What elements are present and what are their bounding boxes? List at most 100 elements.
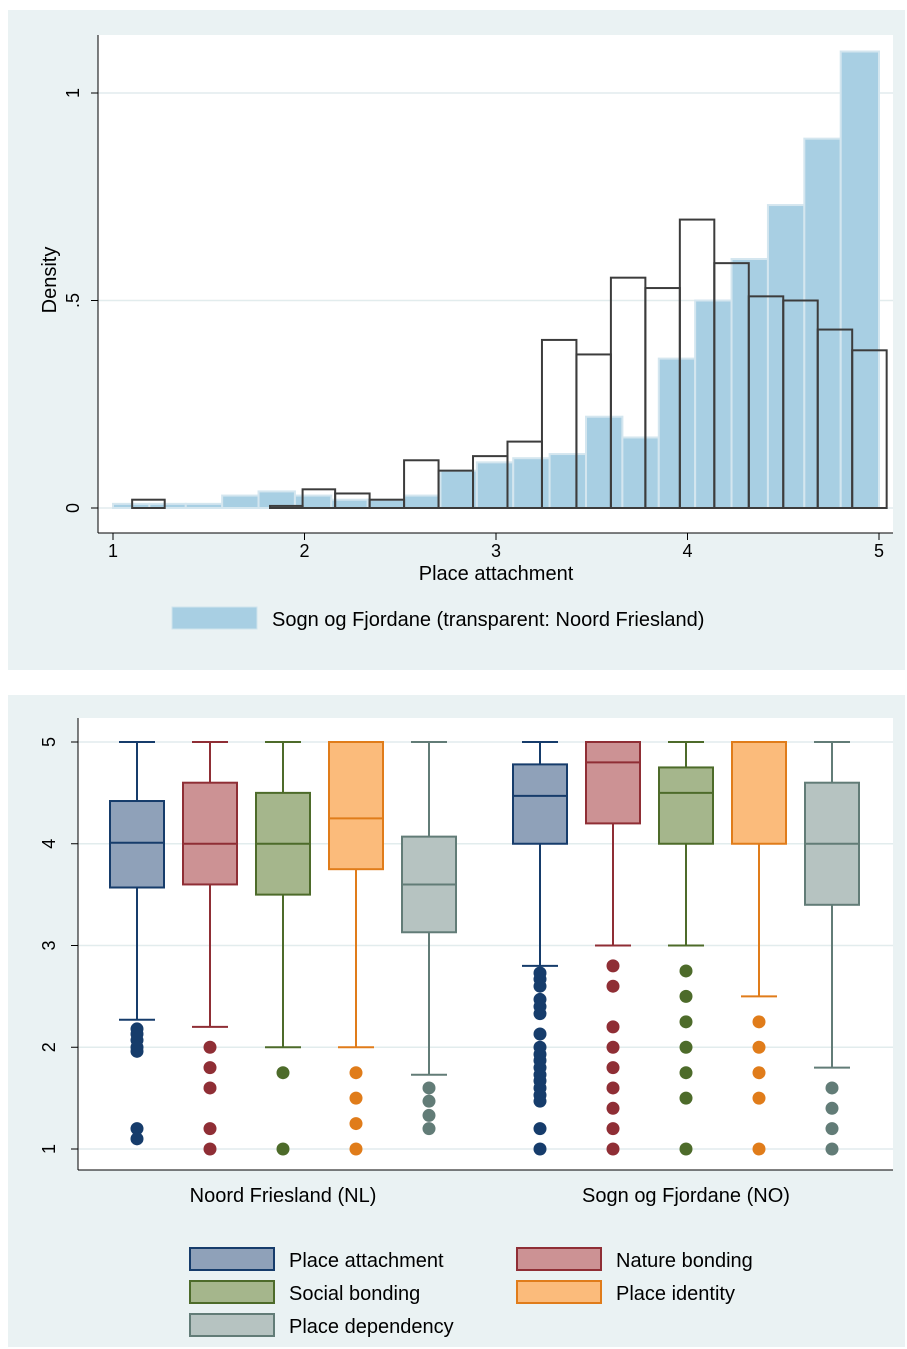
outlier-point [130, 1132, 144, 1146]
histogram-bar-noord-friesland-0 [131, 498, 166, 510]
box-1-place-dependency [804, 741, 860, 1156]
histogram-bar-sogn-og-fjordane-20 [839, 50, 881, 509]
boxplot-panel: Noord Friesland (NL) Sogn og Fjordane (NO… [8, 695, 905, 1347]
outlier-point [203, 1040, 217, 1054]
histogram-bar-sogn-og-fjordane-14 [621, 436, 660, 510]
outlier-point [606, 1122, 620, 1136]
histogram-panel: 1 2 3 4 5 0 .5 1 Place attachment Density Sogn … [8, 10, 905, 670]
outlier-point [422, 1094, 436, 1108]
outlier-point [203, 1061, 217, 1075]
outlier-point [606, 959, 620, 973]
histogram-outline-bars [131, 218, 888, 510]
histogram-bar-noord-friesland-18 [851, 349, 888, 509]
outlier-point [752, 1066, 766, 1080]
histogram-bar-sogn-og-fjordane-15 [657, 357, 697, 509]
outlier-point [533, 1027, 547, 1041]
box-0-place-dependency [401, 741, 457, 1136]
histogram-bar-sogn-og-fjordane-7 [366, 498, 406, 510]
box-0-nature-bonding [182, 741, 238, 1156]
outlier-point [679, 1040, 693, 1054]
box-1-social-bonding [658, 741, 714, 1156]
histogram-bar-sogn-og-fjordane-2 [184, 502, 224, 510]
box-iqr [182, 781, 238, 886]
outlier-point [203, 1122, 217, 1136]
histogram-x-tick-label: 1 [108, 541, 118, 561]
boxplot-legend-label: Nature bonding [616, 1250, 753, 1272]
boxplot-legend-item-place-identity: Place identity [516, 1280, 735, 1305]
outlier-point [349, 1091, 363, 1105]
outlier-point [752, 1040, 766, 1054]
boxplot-y-tick-label: 3 [39, 940, 59, 950]
box-1-place-identity [731, 741, 787, 1156]
boxplot-y-tick-label: 2 [39, 1042, 59, 1052]
histogram-bar-sogn-og-fjordane-11 [512, 457, 551, 510]
box-iqr [512, 763, 568, 845]
outlier-point [752, 1015, 766, 1029]
outlier-point [276, 1142, 290, 1156]
boxplot-legend-swatch [516, 1247, 602, 1271]
boxplot-y-tick-label: 4 [39, 839, 59, 849]
histogram-legend-swatch [171, 606, 258, 630]
outlier-point [606, 1101, 620, 1115]
outlier-point [422, 1122, 436, 1136]
boxplot-legend-swatch [189, 1313, 275, 1337]
histogram-x-tick-label: 5 [874, 541, 884, 561]
box-iqr [585, 741, 641, 825]
boxplot-legend-item-place-dependency: Place dependency [189, 1313, 454, 1338]
histogram-y-tick-label: .5 [63, 293, 83, 308]
outlier-point [825, 1142, 839, 1156]
histogram-bar-sogn-og-fjordane-13 [585, 415, 624, 510]
outlier-point [606, 979, 620, 993]
outlier-point [203, 1142, 217, 1156]
outlier-point [606, 1061, 620, 1075]
box-0-social-bonding [255, 741, 311, 1156]
boxplot-legend-swatch [516, 1280, 602, 1304]
histogram-bar-sogn-og-fjordane-12 [548, 453, 588, 509]
outlier-point [533, 1122, 547, 1136]
box-1-place-attachment [512, 741, 568, 1156]
box-iqr [109, 800, 165, 889]
outlier-point [349, 1066, 363, 1080]
outlier-point [825, 1122, 839, 1136]
boxplot-legend-item-nature-bonding: Nature bonding [516, 1247, 753, 1272]
outlier-point [752, 1091, 766, 1105]
boxplot-legend: Place attachment Nature bonding Social bon… [189, 1247, 753, 1338]
box-1-nature-bonding [585, 741, 641, 1156]
outlier-point [276, 1066, 290, 1080]
histogram-bar-sogn-og-fjordane-6 [330, 498, 369, 510]
boxplot-legend-item-social-bonding: Social bonding [189, 1280, 420, 1305]
outlier-point [606, 1020, 620, 1034]
histogram-y-tick-label: 1 [63, 88, 83, 98]
histogram-x-axis-label: Place attachment [419, 563, 574, 585]
histogram-x-tick-label: 3 [491, 541, 501, 561]
boxplot-legend-label: Social bonding [289, 1283, 420, 1305]
histogram-axes: 1 2 3 4 5 0 .5 1 [63, 35, 893, 561]
histogram-y-axis-label: Density [39, 247, 61, 314]
boxplot-legend-label: Place identity [616, 1283, 735, 1305]
histogram-legend-label: Sogn og Fjordane (transparent: Noord Fri… [272, 609, 704, 631]
outlier-point [422, 1081, 436, 1095]
outlier-point [422, 1108, 436, 1122]
outlier-point [533, 1142, 547, 1156]
histogram-x-tick-label: 2 [299, 541, 309, 561]
histogram-x-tick-label: 4 [682, 541, 692, 561]
outlier-point [606, 1081, 620, 1095]
histogram-legend: Sogn og Fjordane (transparent: Noord Fri… [171, 606, 704, 631]
outlier-point [679, 1142, 693, 1156]
outlier-point [679, 1091, 693, 1105]
boxplot-y-tick-label: 5 [39, 737, 59, 747]
box-iqr [731, 741, 787, 845]
outlier-point [752, 1142, 766, 1156]
histogram-bar-sogn-og-fjordane-19 [803, 137, 842, 509]
boxplot-y-tick-label: 1 [39, 1144, 59, 1154]
outlier-point [130, 1044, 144, 1058]
outlier-point [606, 1040, 620, 1054]
box-iqr [658, 766, 714, 845]
histogram-bar-sogn-og-fjordane-3 [221, 494, 260, 509]
outlier-point [349, 1117, 363, 1131]
outlier-point [679, 1066, 693, 1080]
box-0-place-identity [328, 741, 384, 1156]
outlier-point [349, 1142, 363, 1156]
outlier-point [533, 1007, 547, 1021]
